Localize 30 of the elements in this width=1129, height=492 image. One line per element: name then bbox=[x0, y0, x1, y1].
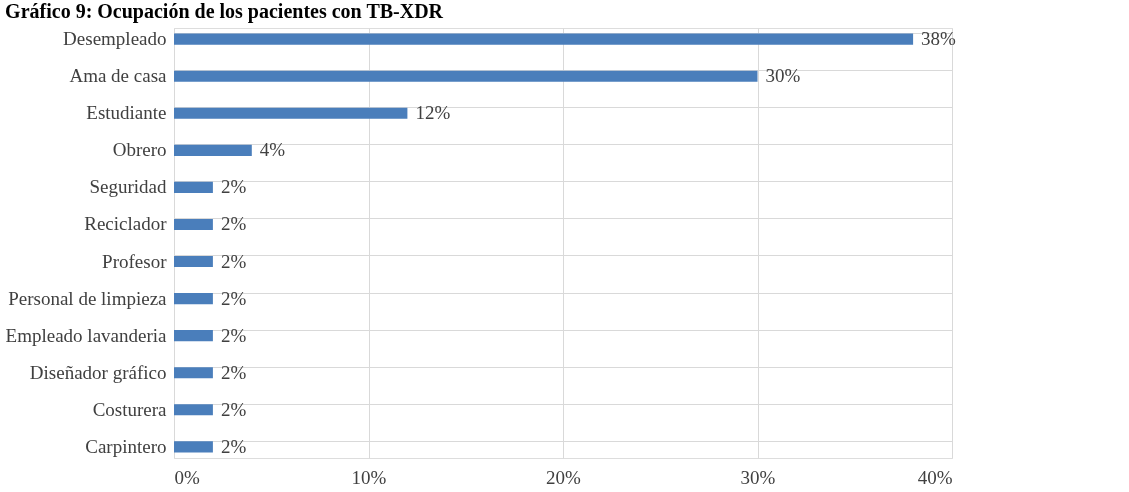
x-tick-label: 10% bbox=[351, 466, 387, 488]
data-label: 12% bbox=[415, 102, 451, 124]
x-tick-label: 30% bbox=[740, 466, 776, 488]
data-label: 2% bbox=[220, 287, 247, 309]
y-tick-label: Costurera bbox=[92, 398, 168, 420]
chart-title: Gráfico 9: Ocupación de los pacientes con TB-XDR bbox=[5, 0, 444, 23]
y-tick-label: Carpintero bbox=[85, 435, 167, 457]
data-label: 2% bbox=[220, 398, 247, 420]
y-tick-label: Empleado lavanderia bbox=[5, 324, 168, 346]
data-label: 4% bbox=[259, 139, 286, 161]
y-tick-label: Seguridad bbox=[89, 176, 167, 198]
y-tick-label: Desempleado bbox=[63, 28, 167, 50]
y-tick-label: Obrero bbox=[112, 139, 167, 161]
data-label: 2% bbox=[220, 361, 247, 383]
y-tick-label: Ama de casa bbox=[69, 65, 168, 87]
y-tick-label: Estudiante bbox=[86, 102, 167, 124]
x-tick-label: 20% bbox=[546, 466, 582, 488]
data-label: 2% bbox=[220, 213, 247, 235]
data-label: 2% bbox=[220, 435, 247, 457]
data-label: 38% bbox=[921, 28, 957, 50]
y-tick-label: Profesor bbox=[102, 250, 168, 272]
x-tick-label: 0% bbox=[174, 466, 200, 488]
y-tick-label: Reciclador bbox=[84, 213, 168, 235]
x-tick-label: 40% bbox=[917, 466, 953, 488]
data-label: 2% bbox=[220, 176, 247, 198]
y-tick-label: Personal de limpieza bbox=[8, 287, 168, 309]
data-label: 2% bbox=[220, 324, 247, 346]
data-label: 30% bbox=[765, 65, 801, 87]
data-label: 2% bbox=[220, 250, 247, 272]
y-tick-label: Diseñador gráfico bbox=[29, 361, 167, 383]
